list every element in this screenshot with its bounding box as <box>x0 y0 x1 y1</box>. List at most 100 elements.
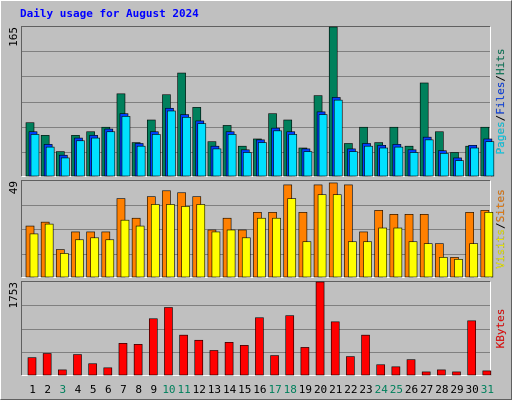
bar <box>166 204 175 278</box>
bar <box>182 117 191 177</box>
bar <box>437 369 446 376</box>
x-tick-label: 6 <box>105 383 112 396</box>
legend: Visits/Sites <box>494 189 507 269</box>
bar <box>88 363 97 376</box>
x-tick-label: 22 <box>344 383 357 396</box>
bar <box>27 357 37 376</box>
legend: Pages/Files/Hits <box>494 49 507 155</box>
bar <box>317 194 327 278</box>
bar <box>391 366 401 376</box>
legend-entry: Pages <box>494 121 507 154</box>
legend: KBytes <box>494 309 507 349</box>
bar <box>118 343 128 376</box>
bar <box>303 151 313 177</box>
x-tick-label: 5 <box>90 383 97 396</box>
y-tick-label: 165 <box>7 27 20 47</box>
x-tick-label: 14 <box>223 383 237 396</box>
bar <box>285 315 295 376</box>
bar <box>91 137 100 177</box>
bar <box>423 243 433 278</box>
bar <box>421 371 431 376</box>
x-tick-label: 19 <box>299 383 312 396</box>
bar <box>333 99 343 177</box>
x-tick-label: 10 <box>162 383 175 396</box>
bar <box>211 231 221 278</box>
bar <box>241 237 251 278</box>
bar <box>482 370 492 376</box>
bar <box>133 344 143 376</box>
bar <box>179 334 188 376</box>
x-tick-label: 3 <box>60 383 67 396</box>
x-tick-label: 17 <box>268 383 281 396</box>
bar <box>30 134 40 177</box>
bar <box>485 141 495 177</box>
bar <box>455 160 464 177</box>
x-tick-label: 26 <box>405 383 418 396</box>
bar <box>302 241 312 278</box>
bar <box>424 139 434 177</box>
bar <box>273 130 282 177</box>
legend-entry: KBytes <box>494 309 507 349</box>
x-tick-label: 30 <box>466 383 479 396</box>
y-tick-label: 1753 <box>7 282 20 309</box>
legend-entry: Sites <box>494 189 507 222</box>
bar <box>105 239 115 278</box>
x-tick-label: 13 <box>208 383 221 396</box>
x-tick-label: 28 <box>435 383 448 396</box>
x-tick-label: 12 <box>193 383 206 396</box>
bar <box>346 356 355 376</box>
bar <box>288 134 298 177</box>
bar <box>348 241 357 278</box>
bar <box>330 321 340 376</box>
x-tick-label: 4 <box>75 383 82 396</box>
bar <box>29 233 39 278</box>
y-tick-label: 49 <box>7 181 20 194</box>
bar <box>75 239 84 278</box>
panel-edge-dark <box>21 180 491 278</box>
bar <box>164 307 173 376</box>
bar <box>315 281 325 376</box>
x-tick-label: 7 <box>120 383 127 396</box>
panel-edge-dark <box>21 26 491 177</box>
bar <box>379 147 389 177</box>
x-tick-label: 24 <box>375 383 389 396</box>
bar <box>90 237 99 278</box>
panel-edge-dark <box>21 281 491 376</box>
bar <box>394 146 404 177</box>
bar <box>408 241 418 278</box>
x-tick-label: 23 <box>359 383 372 396</box>
bar <box>120 219 130 278</box>
bar <box>76 140 85 177</box>
bar <box>135 225 145 278</box>
legend-entry: Files <box>494 82 507 115</box>
bar <box>242 152 252 177</box>
bar <box>467 320 476 376</box>
x-tick-label: 27 <box>420 383 433 396</box>
bar <box>409 152 419 177</box>
bar <box>227 134 237 177</box>
bar <box>470 147 479 177</box>
bar <box>300 347 310 376</box>
bar <box>363 241 372 278</box>
bar <box>454 259 463 278</box>
bar <box>378 227 388 278</box>
bar <box>484 212 494 278</box>
legend-entry: Visits <box>494 229 507 269</box>
bar <box>332 194 342 278</box>
bar <box>440 153 449 177</box>
bar <box>44 223 54 278</box>
bar <box>224 342 234 376</box>
bar <box>376 364 386 376</box>
x-tick-label: 11 <box>177 383 190 396</box>
bar <box>364 145 373 177</box>
bar <box>255 317 264 376</box>
x-tick-label: 1 <box>29 383 36 396</box>
bar <box>452 371 461 376</box>
bar <box>106 131 116 177</box>
bar <box>469 243 478 278</box>
legend-separator: / <box>494 222 507 229</box>
x-tick-label: 2 <box>44 383 51 396</box>
bar <box>196 204 206 278</box>
